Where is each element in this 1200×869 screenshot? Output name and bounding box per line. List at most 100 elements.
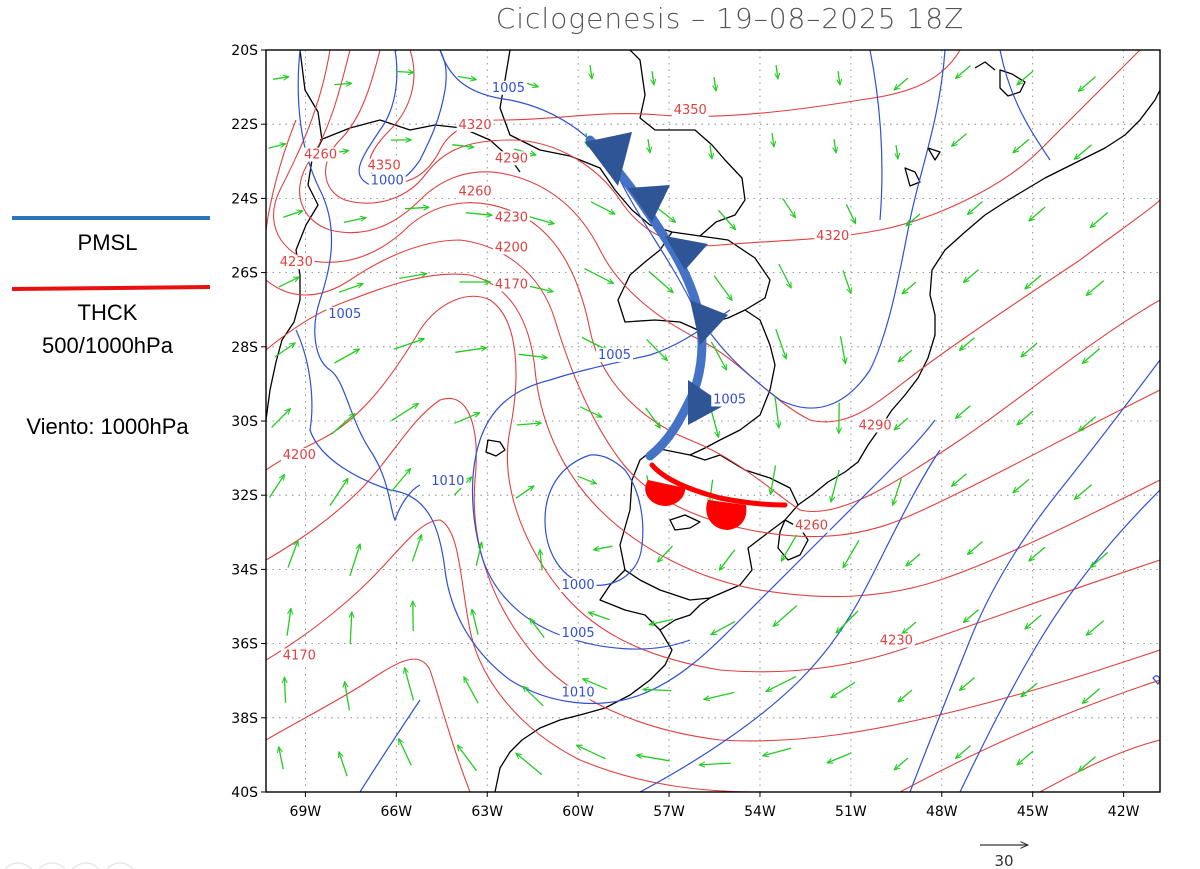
wind-vector <box>396 72 414 73</box>
pressure-label: 1005 <box>492 81 525 96</box>
pressure-label-bg <box>596 347 633 362</box>
wind-vector <box>588 612 610 621</box>
thickness-label-bg <box>277 255 315 270</box>
wind-vector <box>590 65 592 79</box>
pmsl-1010-contour-upper-east <box>869 50 883 221</box>
pressure-label-bg <box>559 577 597 592</box>
thickness-label: 4200 <box>495 240 528 255</box>
wind-vector <box>1013 478 1030 493</box>
cold-front-barb-3 <box>665 236 708 270</box>
wind-vector <box>894 77 909 90</box>
wind-vector <box>527 215 554 224</box>
wind-vector <box>1086 620 1105 636</box>
wind-vector <box>838 71 840 85</box>
legend: PMSL THCK 500/1000hPa Viento: 1000hPa <box>0 200 215 460</box>
lat-label: 24S <box>231 191 258 207</box>
wind-vector <box>464 677 479 704</box>
wind-reference-label: 30 <box>994 852 1013 869</box>
lat-label: 30S <box>231 414 258 430</box>
thickness-label-bg <box>877 633 915 648</box>
lon-label: 42W <box>1108 804 1140 820</box>
wind-vector <box>530 618 545 638</box>
lat-label: 28S <box>231 340 258 356</box>
thickness-label: 4230 <box>280 255 313 270</box>
thickness-label: 4230 <box>495 211 528 226</box>
lat-label: 40S <box>231 785 258 801</box>
wind-vector <box>775 328 786 359</box>
wind-vector <box>778 263 791 288</box>
wind-vector <box>286 608 291 636</box>
wind-vector <box>952 473 967 487</box>
wind-vector <box>968 541 983 555</box>
thck-4080-contour <box>266 658 471 792</box>
wind-vector <box>579 406 602 418</box>
uruguay-border <box>619 447 799 601</box>
wind-vector <box>836 610 859 633</box>
thck-legend-levels: 500/1000hPa <box>42 333 173 358</box>
wind-vector <box>584 268 614 284</box>
wind-vector <box>827 752 852 763</box>
pressure-label-bg <box>368 173 406 188</box>
wind-vector <box>268 144 285 149</box>
andes-boundary <box>266 50 323 421</box>
thickness-label: 4350 <box>674 103 707 118</box>
wind-vector <box>411 535 421 562</box>
wind-vector <box>713 275 732 301</box>
wind-vector <box>782 197 796 217</box>
wind-vector <box>766 676 797 692</box>
wind-vector <box>583 679 608 690</box>
argentina-coast-south <box>494 569 673 792</box>
wind-vector <box>831 681 856 697</box>
wind-vector <box>283 211 302 218</box>
wind-vector <box>1017 410 1034 425</box>
wind-vector <box>646 338 668 360</box>
thickness-label: 4290 <box>495 151 528 166</box>
thickness-label-bg <box>814 229 852 244</box>
wind-vector <box>345 682 351 711</box>
thickness-label-bg <box>302 147 339 162</box>
wind-vector <box>1090 212 1109 228</box>
wind-vector <box>334 349 360 364</box>
wind-vector <box>839 336 846 363</box>
thickness-label: 4260 <box>459 185 492 200</box>
wind-vector <box>391 403 419 422</box>
la-plata-estuary <box>659 597 711 631</box>
wind-vector <box>518 353 548 357</box>
pressure-label: 1005 <box>328 307 361 322</box>
lat-label: 32S <box>231 488 258 504</box>
wind-vector <box>710 145 712 159</box>
thickness-label-bg <box>493 277 530 292</box>
wind-vector <box>540 550 542 571</box>
wind-vector <box>457 745 478 772</box>
wind-vector <box>329 478 348 506</box>
wind-vector <box>896 145 898 159</box>
pmsl-1012-small-contour <box>1152 675 1160 685</box>
wind-vector <box>272 77 289 80</box>
atlantic-islands <box>974 61 1026 97</box>
wind-vector <box>339 752 348 777</box>
lon-label: 63W <box>471 804 503 820</box>
wind-vector <box>1021 342 1038 357</box>
wind-vector <box>956 65 971 79</box>
thickness-label: 4170 <box>283 648 316 663</box>
thickness-label: 4170 <box>495 277 528 292</box>
paraguay-border <box>499 50 746 237</box>
wind-vector <box>350 612 352 645</box>
lon-label: 54W <box>744 804 776 820</box>
wind-vector <box>964 609 979 623</box>
pmsl-1010-contour <box>295 329 936 704</box>
thck-4170-east-contour <box>1039 739 1160 792</box>
lat-label: 38S <box>231 711 258 727</box>
thickness-label-bg <box>493 240 530 255</box>
thickness-label-bg <box>493 210 530 225</box>
wind-vector <box>338 284 363 293</box>
lon-label: 69W <box>290 804 322 820</box>
thck-4230-contour <box>266 119 1160 538</box>
wind-vector <box>831 469 840 502</box>
wind-vector <box>781 534 798 561</box>
wind-vectors <box>268 65 1109 777</box>
wind-vector <box>906 553 921 566</box>
warm-front-bulb-1 <box>645 480 686 506</box>
lon-label: 51W <box>835 804 867 820</box>
wind-vector <box>515 486 534 499</box>
